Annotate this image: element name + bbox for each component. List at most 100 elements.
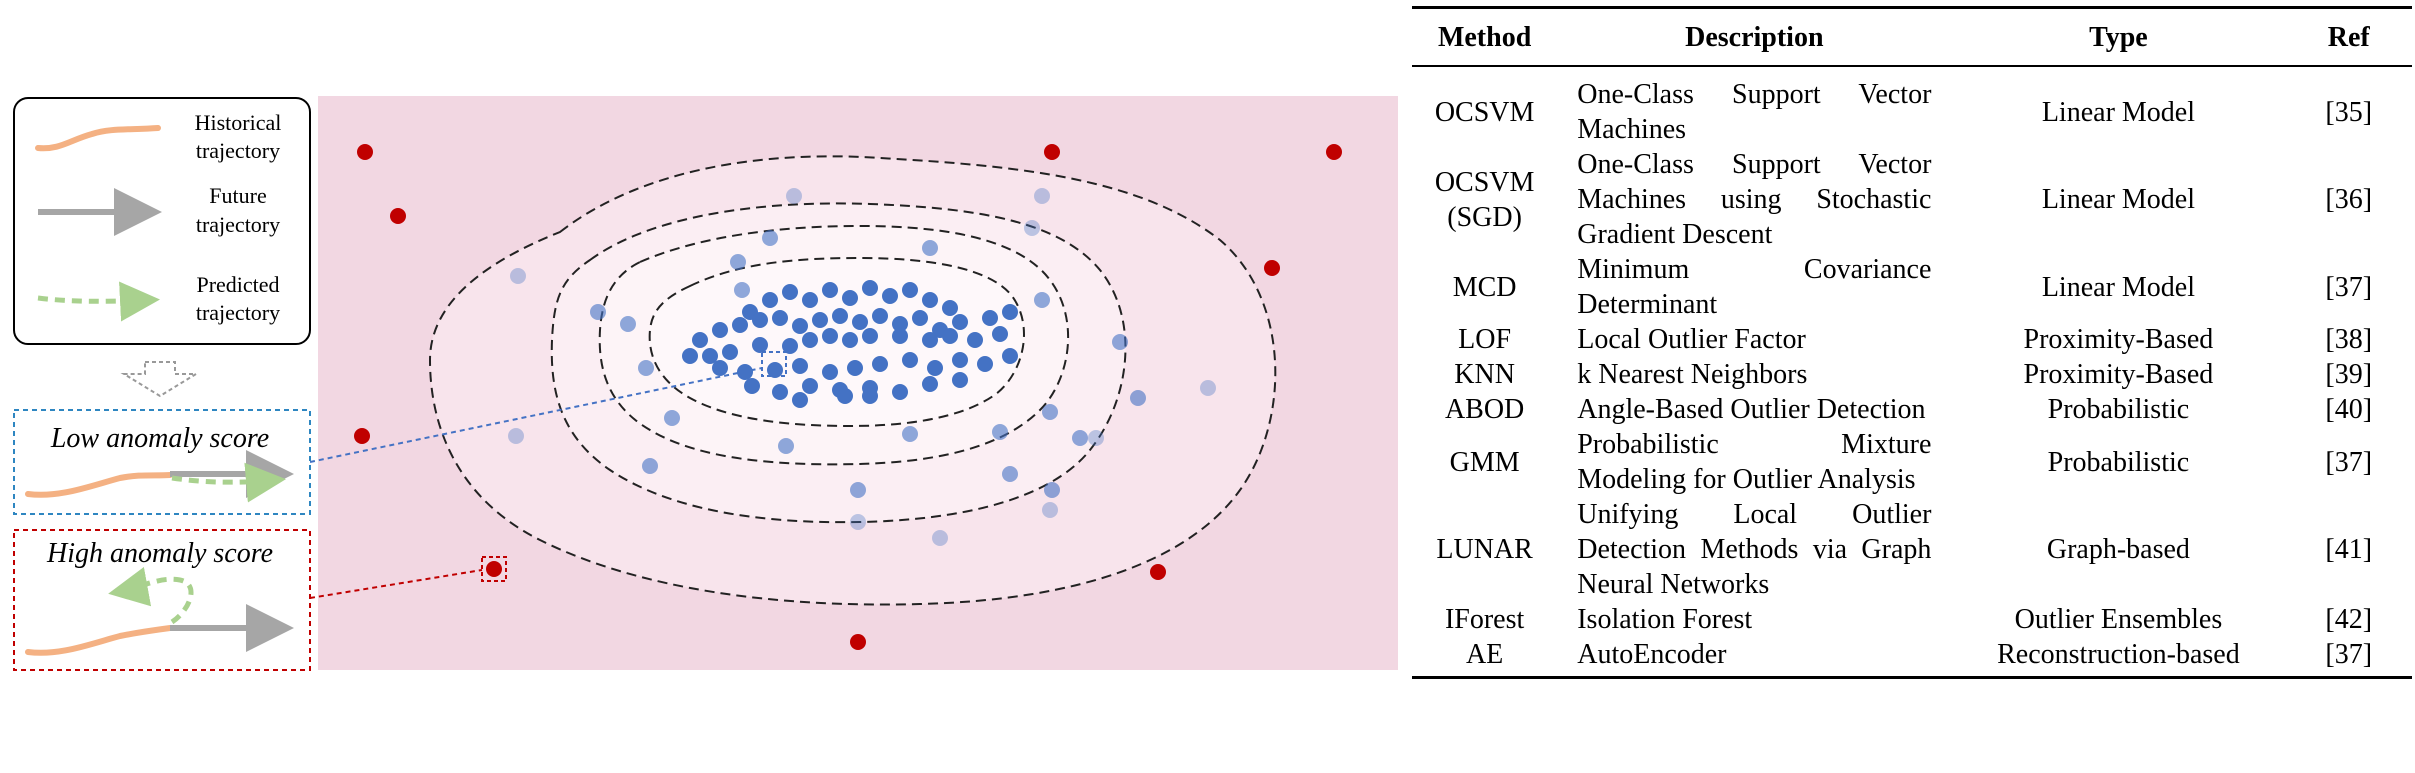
table-row: MCD Minimum Covariance Determinant Linear … xyxy=(1412,252,2412,322)
anomaly-figure: Historical trajectory Future trajectory … xyxy=(13,96,1398,671)
legend-historical-label-2: trajectory xyxy=(196,138,280,163)
normal-point xyxy=(638,360,654,376)
normal-point xyxy=(822,282,838,298)
normal-point xyxy=(734,282,750,298)
row-ref: [39] xyxy=(2325,359,2373,390)
normal-point xyxy=(1024,220,1040,236)
normal-point xyxy=(712,322,728,338)
density-contours xyxy=(428,155,1277,606)
outlier-point xyxy=(1044,144,1060,160)
normal-point xyxy=(927,360,943,376)
row-description: AutoEncoder xyxy=(1557,637,1952,679)
normal-point xyxy=(1130,390,1146,406)
normal-point xyxy=(508,428,524,444)
normal-point xyxy=(762,230,778,246)
normal-point xyxy=(832,308,848,324)
normal-point xyxy=(922,332,938,348)
normal-point xyxy=(782,284,798,300)
normal-point xyxy=(767,362,783,378)
normal-point xyxy=(702,348,718,364)
methods-table: Method Description Type Ref OCSVM One-Cla… xyxy=(1412,6,2412,679)
row-method: LUNAR xyxy=(1436,534,1533,565)
normal-point xyxy=(772,310,788,326)
normal-point xyxy=(642,458,658,474)
normal-point xyxy=(1034,188,1050,204)
table-row: GMM Probabilistic Mixture Modeling for Ou… xyxy=(1412,427,2412,497)
row-type: Proximity-Based xyxy=(2023,359,2214,390)
outlier-point xyxy=(1326,144,1342,160)
normal-point xyxy=(802,332,818,348)
legend-predicted: Predicted trajectory xyxy=(37,272,280,325)
row-method: OCSVM xyxy=(1434,96,1535,128)
normal-point xyxy=(902,282,918,298)
high-score-connector xyxy=(309,569,483,599)
normal-point xyxy=(850,514,866,530)
row-description: Angle-Based Outlier Detection xyxy=(1577,394,1926,425)
normal-point xyxy=(712,360,728,376)
normal-point xyxy=(902,352,918,368)
normal-point xyxy=(922,240,938,256)
normal-point xyxy=(892,316,908,332)
row-ref: [38] xyxy=(2325,324,2373,355)
normal-point xyxy=(744,378,760,394)
normal-point xyxy=(822,364,838,380)
outlier-point xyxy=(1150,564,1166,580)
normal-point xyxy=(912,310,928,326)
normal-point xyxy=(802,378,818,394)
normal-point xyxy=(1072,430,1088,446)
legend-historical-label-1: Historical xyxy=(195,110,282,135)
normal-point xyxy=(1002,348,1018,364)
normal-point xyxy=(977,356,993,372)
normal-point xyxy=(1042,502,1058,518)
row-description: Local Outlier Factor xyxy=(1577,324,1806,355)
legend-predicted-label-2: trajectory xyxy=(196,300,280,325)
normal-sample-box xyxy=(761,351,787,377)
row-method: OCSVM (SGD) xyxy=(1434,166,1535,233)
header-ref: Ref xyxy=(2285,6,2412,67)
normal-point xyxy=(892,328,908,344)
legend-historical: Historical trajectory xyxy=(35,110,282,163)
row-method: KNN xyxy=(1454,359,1515,390)
outlier-point xyxy=(486,561,502,577)
normal-point xyxy=(902,426,918,442)
normal-point xyxy=(1200,380,1216,396)
table-row: KNN k Nearest Neighbors Proximity-Based [39… xyxy=(1412,357,2412,392)
high-anomaly-panel: High anomaly score xyxy=(13,529,311,671)
outlier-point xyxy=(1264,260,1280,276)
normal-point xyxy=(590,304,606,320)
legend-predicted-label-1: Predicted xyxy=(196,272,279,297)
normal-point xyxy=(952,352,968,368)
normal-point xyxy=(722,344,738,360)
normal-point xyxy=(1002,466,1018,482)
legend-future: Future trajectory xyxy=(38,183,280,237)
table-row: AE AutoEncoder Reconstruction-based [37] xyxy=(1412,637,2412,679)
normal-point xyxy=(952,372,968,388)
outlier-point xyxy=(850,634,866,650)
row-description: k Nearest Neighbors xyxy=(1577,359,1808,390)
legend-future-label-2: trajectory xyxy=(196,212,280,237)
normal-point xyxy=(892,384,908,400)
normal-point xyxy=(786,188,802,204)
row-type: Linear Model xyxy=(2041,184,2195,215)
outlier-point xyxy=(390,208,406,224)
normal-point xyxy=(882,288,898,304)
row-type: Linear Model xyxy=(2041,271,2195,303)
normal-point xyxy=(782,338,798,354)
normal-point xyxy=(730,254,746,270)
row-ref: [42] xyxy=(2325,604,2373,635)
row-type: Graph-based xyxy=(2046,534,2190,565)
normal-point xyxy=(837,388,853,404)
normal-point xyxy=(510,268,526,284)
normal-point xyxy=(1002,304,1018,320)
scatter-points xyxy=(354,144,1342,650)
normal-point xyxy=(850,482,866,498)
low-anomaly-label: Low anomaly score xyxy=(50,423,269,454)
row-ref: [37] xyxy=(2285,637,2412,679)
normal-point xyxy=(752,312,768,328)
legend-box: Historical trajectory Future trajectory … xyxy=(13,97,311,345)
low-anomaly-panel: Low anomaly score xyxy=(13,409,311,515)
header-description: Description xyxy=(1557,6,1952,67)
row-type: Reconstruction-based xyxy=(1951,637,2286,679)
row-ref: [35] xyxy=(2325,96,2373,128)
row-method: MCD xyxy=(1452,271,1517,303)
